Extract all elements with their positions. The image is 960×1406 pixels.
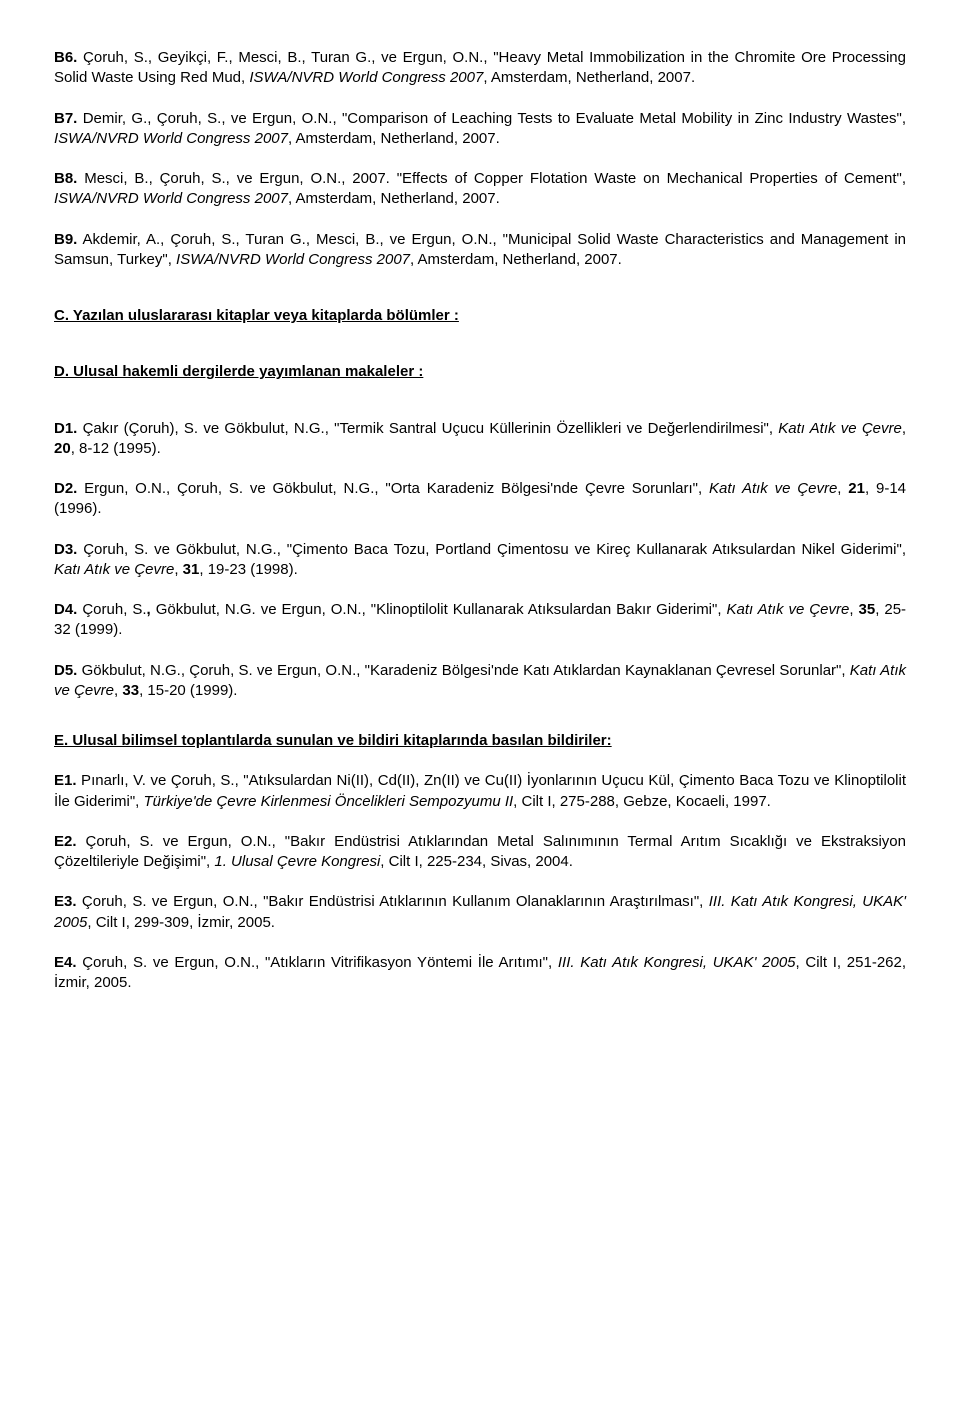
entry-label: B6. bbox=[54, 49, 77, 66]
entry-text: Çakır (Çoruh), S. ve Gökbulut, N.G., "Te… bbox=[77, 420, 778, 437]
entry-tail2: , 19-23 (1998). bbox=[199, 561, 297, 578]
entry-vol: 31 bbox=[183, 561, 200, 578]
entry-label: D5. bbox=[54, 662, 77, 679]
entry-tail: , bbox=[849, 601, 858, 618]
entry-italic: ISWA/NVRD World Congress 2007 bbox=[249, 69, 483, 86]
entry-text: Demir, G., Çoruh, S., ve Ergun, O.N., "C… bbox=[77, 110, 906, 127]
section-e-heading: E. Ulusal bilimsel toplantılarda sunulan… bbox=[54, 731, 906, 751]
entry-text: Çoruh, S. ve Ergun, O.N., "Bakır Endüstr… bbox=[77, 893, 709, 910]
entry-tail2: , 15-20 (1999). bbox=[139, 682, 237, 699]
entry-b6: B6. Çoruh, S., Geyikçi, F., Mesci, B., T… bbox=[54, 48, 906, 89]
section-d-heading: D. Ulusal hakemli dergilerde yayımlanan … bbox=[54, 362, 906, 382]
entry-d3: D3. Çoruh, S. ve Gökbulut, N.G., "Çiment… bbox=[54, 540, 906, 581]
entry-vol: 33 bbox=[122, 682, 139, 699]
entry-tail2: , 8-12 (1995). bbox=[71, 440, 161, 457]
entry-italic: III. Katı Atık Kongresi, UKAK' 2005 bbox=[558, 954, 796, 971]
entry-italic: Katı Atık ve Çevre bbox=[709, 480, 837, 497]
entry-e1: E1. Pınarlı, V. ve Çoruh, S., "Atıksular… bbox=[54, 771, 906, 812]
entry-italic: Katı Atık ve Çevre bbox=[778, 420, 902, 437]
entry-text: Ergun, O.N., Çoruh, S. ve Gökbulut, N.G.… bbox=[77, 480, 709, 497]
entry-text: Mesci, B., Çoruh, S., ve Ergun, O.N., 20… bbox=[77, 170, 906, 187]
section-c-heading: C. Yazılan uluslararası kitaplar veya ki… bbox=[54, 306, 906, 326]
entry-tail: , Amsterdam, Netherland, 2007. bbox=[410, 251, 622, 268]
entry-e4: E4. Çoruh, S. ve Ergun, O.N., "Atıkların… bbox=[54, 953, 906, 994]
entry-italic: ISWA/NVRD World Congress 2007 bbox=[54, 190, 288, 207]
entry-label: D2. bbox=[54, 480, 77, 497]
entry-text: Çoruh, S. ve Ergun, O.N., "Atıkların Vit… bbox=[77, 954, 558, 971]
entry-label: E4. bbox=[54, 954, 77, 971]
entry-label: D3. bbox=[54, 541, 77, 558]
entry-label: B9. bbox=[54, 231, 77, 248]
entry-text2: Gökbulut, N.G. ve Ergun, O.N., "Klinopti… bbox=[151, 601, 727, 618]
entry-italic: ISWA/NVRD World Congress 2007 bbox=[176, 251, 410, 268]
entry-tail: , Amsterdam, Netherland, 2007. bbox=[483, 69, 695, 86]
entry-d1: D1. Çakır (Çoruh), S. ve Gökbulut, N.G.,… bbox=[54, 419, 906, 460]
entry-tail: , bbox=[174, 561, 182, 578]
entry-b8: B8. Mesci, B., Çoruh, S., ve Ergun, O.N.… bbox=[54, 169, 906, 210]
entry-text: Gökbulut, N.G., Çoruh, S. ve Ergun, O.N.… bbox=[77, 662, 849, 679]
entry-d5: D5. Gökbulut, N.G., Çoruh, S. ve Ergun, … bbox=[54, 661, 906, 702]
entry-label: E2. bbox=[54, 833, 77, 850]
entry-italic: Katı Atık ve Çevre bbox=[727, 601, 850, 618]
entry-tail: , Cilt I, 299-309, İzmir, 2005. bbox=[87, 914, 275, 931]
entry-tail: , bbox=[837, 480, 848, 497]
entry-text: Çoruh, S. bbox=[77, 601, 146, 618]
entry-italic: ISWA/NVRD World Congress 2007 bbox=[54, 130, 288, 147]
entry-b9: B9. Akdemir, A., Çoruh, S., Turan G., Me… bbox=[54, 230, 906, 271]
entry-vol: 20 bbox=[54, 440, 71, 457]
entry-italic: Katı Atık ve Çevre bbox=[54, 561, 174, 578]
entry-italic: 1. Ulusal Çevre Kongresi bbox=[214, 853, 380, 870]
entry-text: Çoruh, S. ve Gökbulut, N.G., "Çimento Ba… bbox=[77, 541, 906, 558]
entry-label: B8. bbox=[54, 170, 77, 187]
entry-tail: , Cilt I, 275-288, Gebze, Kocaeli, 1997. bbox=[513, 793, 771, 810]
entry-label: D1. bbox=[54, 420, 77, 437]
entry-d2: D2. Ergun, O.N., Çoruh, S. ve Gökbulut, … bbox=[54, 479, 906, 520]
entry-label: B7. bbox=[54, 110, 77, 127]
entry-vol: 21 bbox=[848, 480, 865, 497]
entry-label: E1. bbox=[54, 772, 77, 789]
entry-tail: , Amsterdam, Netherland, 2007. bbox=[288, 190, 500, 207]
entry-tail: , Cilt I, 225-234, Sivas, 2004. bbox=[380, 853, 573, 870]
entry-d4: D4. Çoruh, S., Gökbulut, N.G. ve Ergun, … bbox=[54, 600, 906, 641]
entry-tail: , Amsterdam, Netherland, 2007. bbox=[288, 130, 500, 147]
entry-tail: , bbox=[902, 420, 906, 437]
entry-label: D4. bbox=[54, 601, 77, 618]
entry-b7: B7. Demir, G., Çoruh, S., ve Ergun, O.N.… bbox=[54, 109, 906, 150]
entry-e3: E3. Çoruh, S. ve Ergun, O.N., "Bakır End… bbox=[54, 892, 906, 933]
entry-e2: E2. Çoruh, S. ve Ergun, O.N., "Bakır End… bbox=[54, 832, 906, 873]
entry-vol: 35 bbox=[859, 601, 876, 618]
entry-italic: Türkiye'de Çevre Kirlenmesi Öncelikleri … bbox=[144, 793, 514, 810]
entry-label: E3. bbox=[54, 893, 77, 910]
